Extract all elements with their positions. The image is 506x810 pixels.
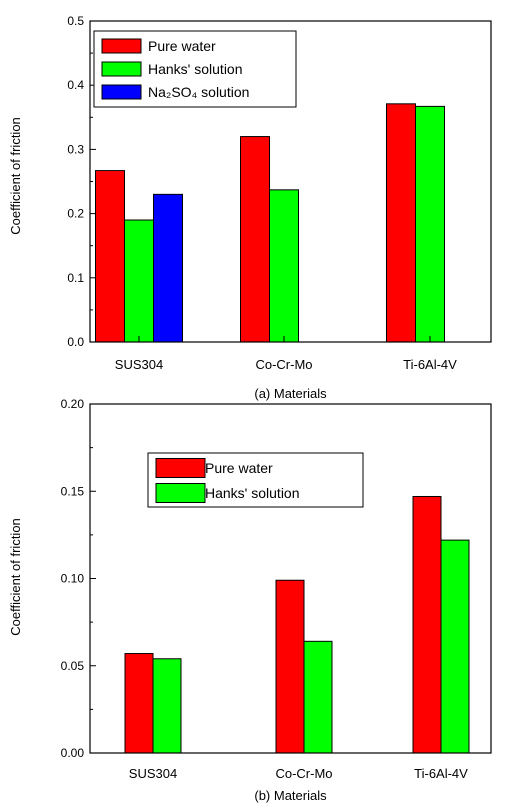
x-tick-label: Co-Cr-Mo (275, 766, 332, 781)
legend-label: Pure water (148, 38, 216, 54)
legend-label: Hanks' solution (205, 485, 300, 501)
legend-label: Pure water (205, 460, 273, 476)
bar-pure-water-ti-6al-4v (386, 103, 416, 343)
bar-hanks-solution-sus304 (124, 219, 154, 343)
y-tick-label: 0.05 (61, 659, 85, 673)
y-axis-title: Coefficient of friction (8, 117, 23, 235)
legend: Pure water Hanks' solution Na₂SO₄ solution (93, 30, 297, 108)
bar-hanks-solution-co-cr-mo (303, 640, 333, 754)
legend-swatch (101, 38, 142, 54)
y-tick-label: 0.0 (67, 335, 84, 349)
chart-panel-a: 0.0 0.1 0.2 0.3 0.4 0.5 SUS304 Co-Cr-Mo Ti-6Al-4… (8, 14, 492, 401)
y-tick-label: 0.3 (67, 142, 84, 156)
legend-label: Hanks' solution (148, 61, 243, 77)
bar-pure-water-sus304 (95, 170, 125, 343)
bar-hanks-solution-ti-6al-4v (440, 539, 470, 754)
legend-swatch (101, 61, 142, 77)
bar-pure-water-sus304 (124, 653, 154, 754)
y-tick-label: 0.20 (61, 397, 85, 411)
legend-swatch (101, 84, 142, 100)
x-axis-title: (a) Materials (254, 386, 327, 401)
legend-swatch (155, 483, 206, 503)
y-axis-title: Coefficient of friction (8, 518, 23, 636)
bar-hanks-solution-co-cr-mo (269, 189, 299, 343)
x-tick-label: Ti-6Al-4V (414, 766, 468, 781)
x-tick-label: SUS304 (129, 766, 177, 781)
x-tick-label: SUS304 (115, 357, 163, 372)
bar-hanks-solution-ti-6al-4v (415, 105, 445, 343)
y-tick-label: 0.15 (61, 484, 85, 498)
y-tick-label: 0.5 (67, 14, 84, 28)
bar-na-so-solution-sus304 (153, 193, 183, 343)
x-tick-label: Co-Cr-Mo (255, 357, 312, 372)
bar-hanks-solution-sus304 (152, 658, 182, 754)
chart-panel-b: 0.00 0.05 0.10 0.15 0.20 SUS304 Co-Cr-Mo Ti-6Al… (8, 397, 492, 803)
legend-label: Na₂SO₄ solution (148, 84, 249, 100)
bar-pure-water-co-cr-mo (240, 136, 270, 343)
x-tick-label: Ti-6Al-4V (403, 357, 457, 372)
legend: Pure water Hanks' solution (147, 452, 364, 508)
legend-swatch (155, 458, 206, 478)
bar-pure-water-ti-6al-4v (412, 495, 442, 754)
y-tick-label: 0.00 (61, 746, 85, 760)
y-tick-label: 0.4 (67, 78, 84, 92)
y-tick-label: 0.2 (67, 207, 84, 221)
bar-pure-water-co-cr-mo (275, 579, 305, 754)
x-axis-title: (b) Materials (254, 788, 327, 803)
y-tick-label: 0.10 (61, 572, 85, 586)
y-tick-label: 0.1 (67, 271, 84, 285)
